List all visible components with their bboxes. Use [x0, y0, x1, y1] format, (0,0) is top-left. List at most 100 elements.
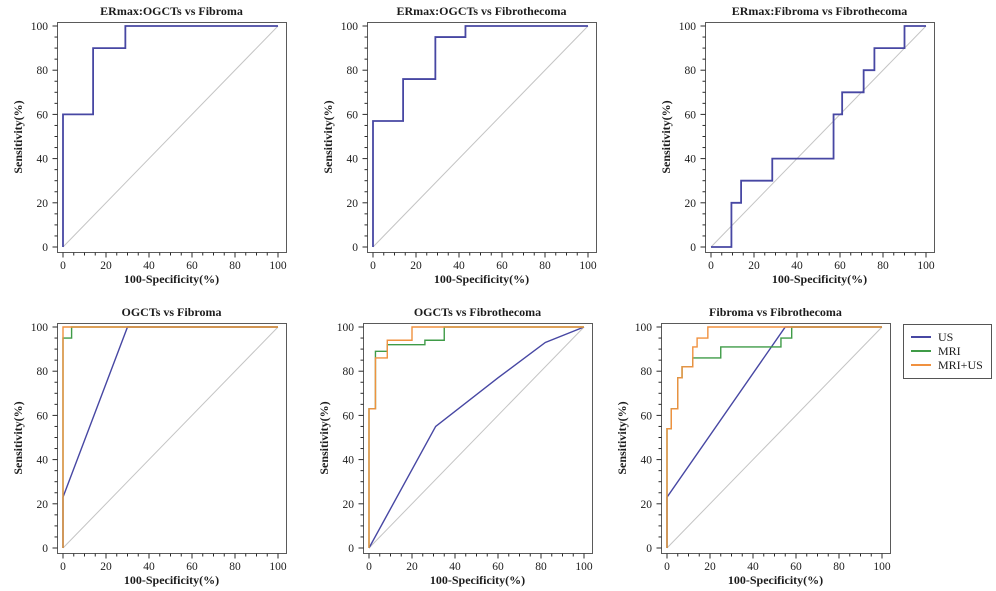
- roc-chart-ogcts-vs-fibrothecoma: 00 20 20 40 40 60 60 80 80 100 100 OGCTs vs Fibroth…: [317, 305, 593, 587]
- x-tick-label: 100: [269, 561, 287, 573]
- y-tick-label: 0: [42, 543, 48, 555]
- y-tick-label: 40: [685, 154, 697, 166]
- x-tick-label: 60: [186, 561, 198, 573]
- roc-chart-ogcts-vs-fibroma: 00 20 20 40 40 60 60 80 80 100 100 OGCTs vs Fibroma…: [11, 305, 287, 587]
- x-tick-label: 100: [269, 260, 287, 272]
- y-tick-label: 60: [37, 410, 49, 422]
- y-tick-label: 80: [641, 366, 653, 378]
- x-tick-label: 20: [100, 260, 112, 272]
- y-tick-label: 100: [31, 322, 49, 334]
- y-tick-label: 20: [685, 198, 697, 210]
- y-tick-label: 20: [37, 499, 49, 511]
- y-tick-label: 60: [685, 109, 697, 121]
- legend-swatch-mri-us: [911, 364, 931, 366]
- roc-curve-mri-us: [62, 326, 278, 548]
- x-axis-label: 100-Specificity(%): [430, 573, 525, 587]
- x-tick-label: 40: [143, 260, 155, 272]
- plot-frame: [57, 323, 287, 554]
- x-tick-label: 20: [100, 561, 112, 573]
- plot-frame: [705, 22, 935, 253]
- roc-chart-ermax-ogcts-vs-fibroma: 00 20 20 40 40 60 60 80 80 100 100 ERmax:OGCTs vs F…: [11, 4, 287, 286]
- diagonal-reference-line: [368, 326, 585, 549]
- diagonal-reference-line: [62, 25, 279, 248]
- y-tick-label: 0: [348, 543, 354, 555]
- diagonal-reference-line: [62, 326, 279, 549]
- y-tick-label: 100: [31, 21, 49, 33]
- x-tick-label: 80: [229, 260, 241, 272]
- x-tick-label: 0: [60, 260, 66, 272]
- plot-frame: [367, 22, 597, 253]
- y-tick-label: 0: [690, 242, 696, 254]
- y-tick-label: 0: [42, 242, 48, 254]
- legend-item-mri: MRI: [911, 344, 984, 358]
- y-tick-label: 100: [337, 322, 355, 334]
- y-tick-label: 80: [347, 65, 359, 77]
- y-axis-label: Sensitivity(%): [11, 401, 25, 474]
- x-axis-label: 100-Specificity(%): [728, 573, 823, 587]
- legend-item-mri-us: MRI+US: [911, 358, 984, 372]
- y-tick-label: 60: [37, 109, 49, 121]
- x-tick-label: 40: [791, 260, 803, 272]
- roc-curve-us: [368, 326, 585, 549]
- x-axis-label: 100-Specificity(%): [124, 272, 219, 286]
- y-axis-label: Sensitivity(%): [321, 100, 335, 173]
- roc-chart-ermax-fibroma-vs-fibrothecoma: 00 20 20 40 40 60 60 80 80 100 100 ERmax:Fibroma vs…: [659, 4, 935, 286]
- plot-frame: [57, 22, 287, 253]
- y-tick-label: 40: [343, 455, 355, 467]
- chart-title: OGCTs vs Fibrothecoma: [414, 305, 541, 319]
- y-tick-label: 80: [343, 366, 355, 378]
- y-tick-label: 60: [641, 410, 653, 422]
- x-tick-label: 40: [453, 260, 465, 272]
- y-tick-label: 80: [37, 366, 49, 378]
- y-tick-label: 60: [343, 410, 355, 422]
- x-tick-label: 20: [748, 260, 760, 272]
- x-tick-label: 60: [492, 561, 504, 573]
- y-axis-label: Sensitivity(%): [615, 401, 629, 474]
- y-tick-label: 100: [679, 21, 697, 33]
- x-axis-label: 100-Specificity(%): [124, 573, 219, 587]
- chart-title: ERmax:OGCTs vs Fibroma: [100, 4, 243, 18]
- chart-title: OGCTs vs Fibroma: [121, 305, 221, 319]
- legend: US MRI MRI+US: [903, 324, 992, 379]
- x-tick-label: 100: [873, 561, 891, 573]
- x-tick-label: 100: [917, 260, 935, 272]
- x-tick-label: 100: [575, 561, 593, 573]
- x-tick-label: 60: [790, 561, 802, 573]
- x-tick-label: 0: [708, 260, 714, 272]
- legend-item-us: US: [911, 330, 984, 344]
- x-tick-label: 80: [535, 561, 547, 573]
- y-axis-label: Sensitivity(%): [317, 401, 331, 474]
- y-axis-label: Sensitivity(%): [11, 100, 25, 173]
- x-tick-label: 80: [229, 561, 241, 573]
- legend-label-mri: MRI: [938, 344, 961, 358]
- roc-chart-fibroma-vs-fibrothecoma: 00 20 20 40 40 60 60 80 80 100 100 Fibroma vs Fibro…: [615, 305, 891, 587]
- x-tick-label: 20: [406, 561, 418, 573]
- x-tick-label: 20: [410, 260, 422, 272]
- roc-curve-ermax: [711, 25, 926, 248]
- chart-title: ERmax:OGCTs vs Fibrothecoma: [396, 4, 566, 18]
- x-tick-label: 60: [186, 260, 198, 272]
- y-tick-label: 100: [635, 322, 653, 334]
- diagonal-reference-line: [372, 25, 589, 248]
- x-tick-label: 80: [877, 260, 889, 272]
- y-tick-label: 20: [343, 499, 355, 511]
- y-tick-label: 60: [347, 109, 359, 121]
- y-tick-label: 100: [341, 21, 359, 33]
- legend-swatch-us: [911, 336, 931, 338]
- x-tick-label: 100: [579, 260, 597, 272]
- y-tick-label: 20: [641, 499, 653, 511]
- y-tick-label: 20: [347, 198, 359, 210]
- x-axis-label: 100-Specificity(%): [434, 272, 529, 286]
- roc-curve-ermax: [372, 25, 588, 247]
- y-axis-label: Sensitivity(%): [659, 100, 673, 173]
- x-tick-label: 0: [366, 561, 372, 573]
- x-tick-label: 60: [496, 260, 508, 272]
- diagonal-reference-line: [666, 326, 883, 549]
- x-axis-label: 100-Specificity(%): [772, 272, 867, 286]
- roc-curve-mri-us: [368, 326, 584, 548]
- roc-chart-ermax-ogcts-vs-fibrothecoma: 00 20 20 40 40 60 60 80 80 100 100 ERmax:OGCTs vs F…: [321, 4, 597, 286]
- roc-curve-mri-us: [666, 326, 882, 548]
- x-tick-label: 60: [834, 260, 846, 272]
- x-tick-label: 20: [704, 561, 716, 573]
